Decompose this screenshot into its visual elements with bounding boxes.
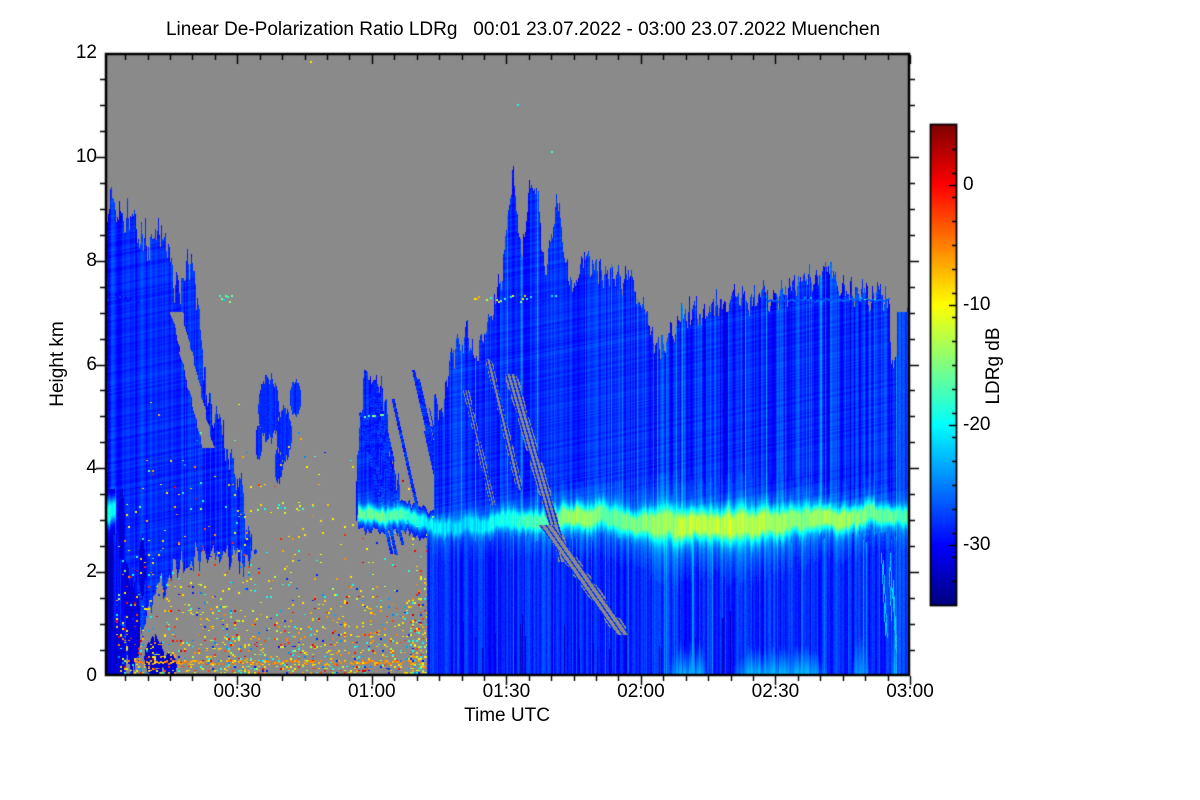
y-tick-label: 4 (86, 457, 97, 479)
plot-title: Linear De-Polarization Ratio LDRg 00:01 … (165, 19, 881, 40)
y-tick-label: 0 (86, 665, 97, 686)
x-tick-label: 02:30 (751, 681, 800, 702)
x-tick-label: 03:00 (886, 681, 934, 702)
x-axis-title: Time UTC (464, 705, 550, 726)
colorbar-tick-label: 0 (963, 174, 974, 195)
colorbar-tick-label: -20 (963, 414, 991, 435)
x-tick-label: 01:00 (348, 681, 396, 702)
x-tick-label: 00:30 (213, 681, 262, 702)
y-tick-label: 8 (86, 249, 97, 271)
colorbar-tick-label: -30 (963, 534, 991, 555)
y-tick-label: 2 (86, 561, 97, 583)
x-tick-label: 01:30 (482, 681, 531, 702)
y-axis-title: Height km (47, 321, 68, 407)
x-tick-label: 02:00 (617, 681, 665, 702)
y-tick-label: 10 (75, 145, 97, 167)
y-tick-label: 12 (75, 42, 97, 63)
y-tick-label: 6 (86, 353, 97, 375)
colorbar-tick-label: -10 (963, 294, 991, 315)
colorbar-title: LDRg dB (983, 327, 1004, 405)
